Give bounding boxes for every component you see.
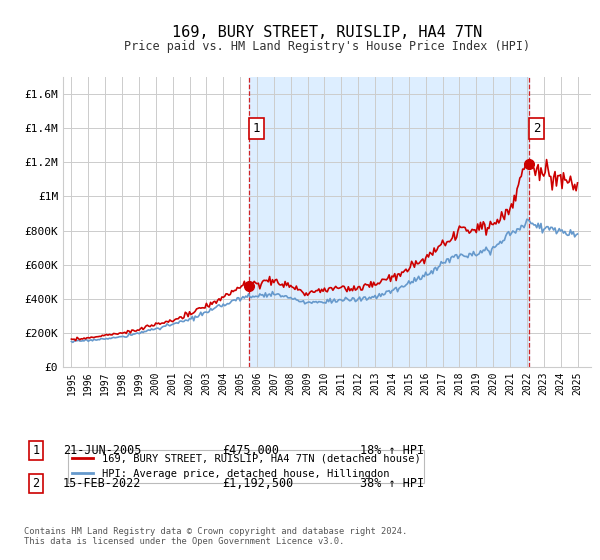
Text: Contains HM Land Registry data © Crown copyright and database right 2024.
This d: Contains HM Land Registry data © Crown c… <box>24 526 407 546</box>
Text: 15-FEB-2022: 15-FEB-2022 <box>63 477 142 490</box>
Bar <box>248 77 529 367</box>
Text: Price paid vs. HM Land Registry's House Price Index (HPI): Price paid vs. HM Land Registry's House … <box>124 40 530 53</box>
Text: 169, BURY STREET, RUISLIP, HA4 7TN: 169, BURY STREET, RUISLIP, HA4 7TN <box>172 25 482 40</box>
Text: 21-JUN-2005: 21-JUN-2005 <box>63 444 142 458</box>
Text: 2: 2 <box>533 122 541 135</box>
Text: 18% ↑ HPI: 18% ↑ HPI <box>360 444 424 458</box>
Legend: 169, BURY STREET, RUISLIP, HA4 7TN (detached house), HPI: Average price, detache: 169, BURY STREET, RUISLIP, HA4 7TN (deta… <box>68 450 424 483</box>
Text: 38% ↑ HPI: 38% ↑ HPI <box>360 477 424 490</box>
Text: 1: 1 <box>32 444 40 458</box>
Text: £1,192,500: £1,192,500 <box>222 477 293 490</box>
Text: 2: 2 <box>32 477 40 490</box>
Text: £475,000: £475,000 <box>222 444 279 458</box>
Text: 1: 1 <box>253 122 260 135</box>
